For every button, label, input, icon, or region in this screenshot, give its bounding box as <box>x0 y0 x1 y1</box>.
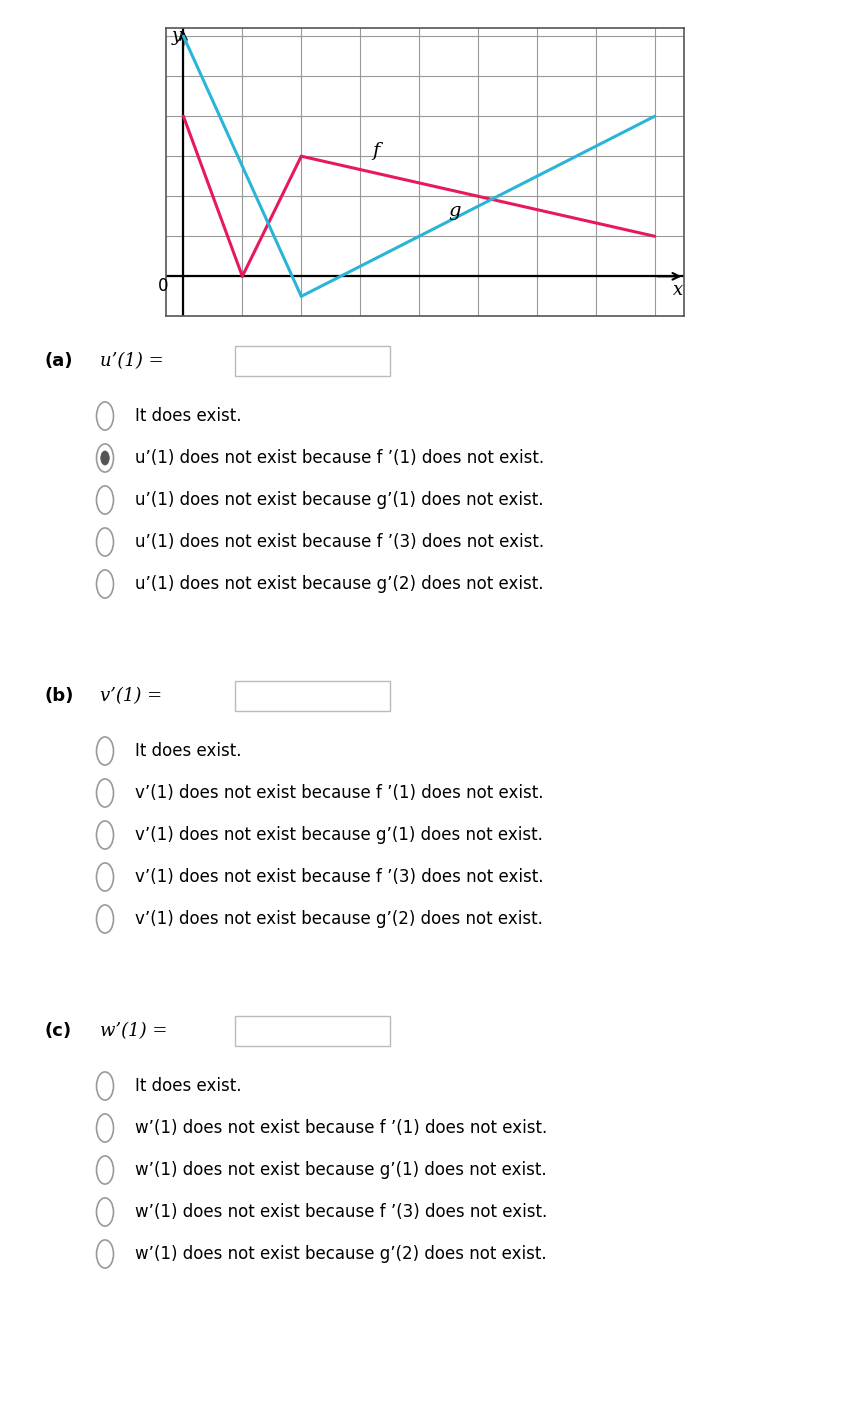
Text: (c): (c) <box>45 1022 72 1040</box>
Text: f: f <box>372 142 379 160</box>
Text: It does exist.: It does exist. <box>135 406 241 425</box>
Text: (b): (b) <box>45 688 75 704</box>
Text: v’(1) does not exist because g’(1) does not exist.: v’(1) does not exist because g’(1) does … <box>135 825 543 844</box>
Text: v’(1) does not exist because g’(2) does not exist.: v’(1) does not exist because g’(2) does … <box>135 910 543 928</box>
Text: u’(1) =: u’(1) = <box>100 352 164 370</box>
Text: (a): (a) <box>45 352 73 370</box>
Text: w’(1) does not exist because g’(1) does not exist.: w’(1) does not exist because g’(1) does … <box>135 1161 547 1180</box>
Text: u’(1) does not exist because f ’(1) does not exist.: u’(1) does not exist because f ’(1) does… <box>135 449 544 467</box>
Text: u’(1) does not exist because g’(1) does not exist.: u’(1) does not exist because g’(1) does … <box>135 491 543 509</box>
Text: It does exist.: It does exist. <box>135 742 241 761</box>
Text: w’(1) does not exist because g’(2) does not exist.: w’(1) does not exist because g’(2) does … <box>135 1244 547 1263</box>
Text: v’(1) =: v’(1) = <box>100 688 162 704</box>
Text: w’(1) =: w’(1) = <box>100 1022 167 1040</box>
Text: u’(1) does not exist because g’(2) does not exist.: u’(1) does not exist because g’(2) does … <box>135 575 543 593</box>
Text: It does exist.: It does exist. <box>135 1077 241 1095</box>
Text: w’(1) does not exist because f ’(3) does not exist.: w’(1) does not exist because f ’(3) does… <box>135 1204 547 1220</box>
Text: x: x <box>673 281 683 299</box>
Text: w’(1) does not exist because f ’(1) does not exist.: w’(1) does not exist because f ’(1) does… <box>135 1119 547 1137</box>
Text: 0: 0 <box>157 277 168 295</box>
Text: v’(1) does not exist because f ’(3) does not exist.: v’(1) does not exist because f ’(3) does… <box>135 868 543 886</box>
Text: y: y <box>172 27 181 45</box>
Text: g: g <box>449 202 461 221</box>
Text: u’(1) does not exist because f ’(3) does not exist.: u’(1) does not exist because f ’(3) does… <box>135 533 544 551</box>
Text: v’(1) does not exist because f ’(1) does not exist.: v’(1) does not exist because f ’(1) does… <box>135 785 543 801</box>
